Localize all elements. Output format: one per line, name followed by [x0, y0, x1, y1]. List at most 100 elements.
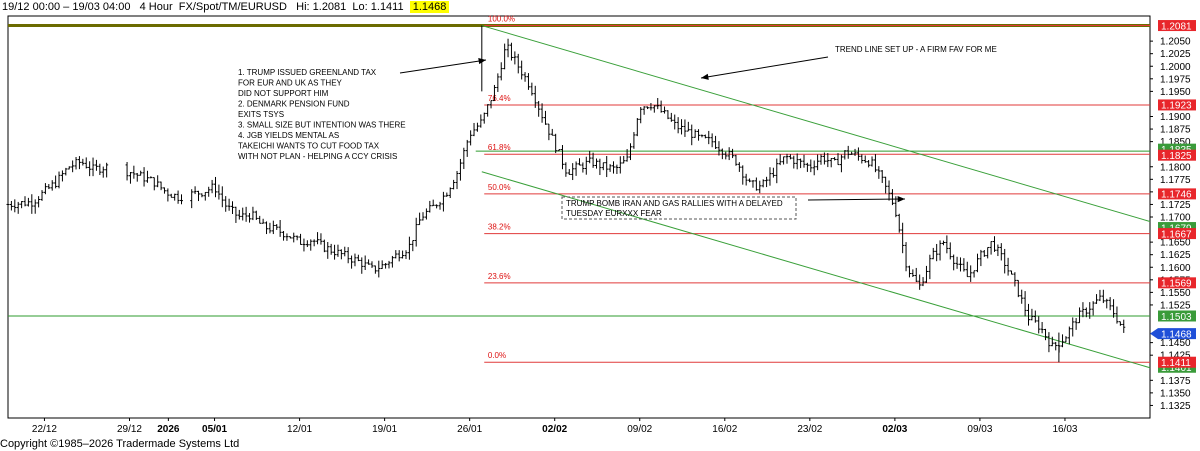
price-tag-label: 1.1468: [1161, 329, 1192, 340]
y-tick-label: 1.1375: [1160, 376, 1191, 387]
x-tick-label: 09/02: [627, 424, 652, 435]
x-tick-label: 19/01: [372, 424, 397, 435]
price-tag-label: 1.2081: [1161, 21, 1192, 32]
annotation-greenland-line: 1. TRUMP ISSUED GREENLAND TAX: [238, 68, 377, 77]
price-tag-box: [1158, 228, 1196, 240]
annotation-greenland-line: FOR EUR AND UK AS THEY: [238, 79, 343, 88]
header-lo: Lo: 1.1411: [352, 1, 404, 13]
price-tag-box: [1158, 222, 1196, 234]
fib-label: 76.4%: [488, 94, 511, 103]
y-tick-label: 1.2000: [1160, 62, 1191, 73]
y-tick-label: 1.1850: [1160, 137, 1191, 148]
annotation-iran-box: [561, 196, 797, 220]
price-tag-box: [1158, 188, 1196, 200]
x-tick-label: 12/01: [287, 424, 312, 435]
fib-label: 100.0%: [488, 15, 515, 24]
price-tag-label: 1.1825: [1161, 151, 1192, 162]
trend-channel: [481, 25, 1151, 369]
y-tick-label: 1.1550: [1160, 288, 1191, 299]
trend-line: [481, 25, 1151, 223]
price-tag-label: 1.1923: [1161, 101, 1192, 112]
price-tag-box: [1158, 99, 1196, 111]
x-tick-label: 16/03: [1052, 424, 1077, 435]
x-tick-label: 02/02: [542, 424, 567, 435]
fib-label: 50.0%: [488, 183, 511, 192]
price-tag-box: [1158, 356, 1196, 368]
price-tag-label: 1.1667: [1161, 229, 1192, 240]
y-tick-label: 1.2050: [1160, 37, 1191, 48]
y-tick-label: 1.1425: [1160, 351, 1191, 362]
x-tick-label: 22/12: [32, 424, 57, 435]
price-tag-box: [1158, 310, 1196, 322]
annotation-greenland-line: 4. JGB YIELDS MENTAL AS: [238, 131, 339, 140]
header-timeframe: 4 Hour: [139, 1, 173, 13]
price-tag-box: [1158, 277, 1196, 289]
price-tag-current: [1150, 328, 1196, 340]
chart-header: 19/12 00:00 – 19/03 04:00 4 Hour FX/Spot…: [2, 0, 450, 14]
price-tag-box: [1158, 143, 1196, 155]
annotation-greenland-line: WITH NOT PLAN - HELPING A CCY CRISIS: [238, 152, 397, 161]
y-tick-label: 1.1975: [1160, 74, 1191, 85]
x-tick-label: 23/02: [797, 424, 822, 435]
annotations: 1. TRUMP ISSUED GREENLAND TAX FOR EUR AND…: [238, 45, 997, 220]
header-range: 19/12 00:00 – 19/03 04:00: [2, 1, 131, 13]
annotation-arrow-trend-head: [701, 73, 709, 80]
price-bars: [6, 25, 1126, 363]
annotation-greenland-line: 3. SMALL SIZE BUT INTENTION WAS THERE: [238, 121, 406, 130]
y-tick-label: 1.1350: [1160, 388, 1191, 399]
y-tick-label: 1.1800: [1160, 162, 1191, 173]
y-tick-label: 1.2025: [1160, 49, 1191, 60]
header-hi: Hi: 1.2081: [296, 1, 347, 13]
annotation-arrow-iran: [807, 198, 906, 201]
header-last-price: 1.1468: [409, 1, 450, 13]
y-tick-label: 1.1450: [1160, 338, 1191, 349]
y-tick-label: 1.1950: [1160, 87, 1191, 98]
annotation-arrow-greenland-head: [478, 58, 486, 65]
y-tick-label: 1.1650: [1160, 238, 1191, 249]
fib-label: 0.0%: [488, 351, 506, 360]
x-axis: 22/12 29/12 2026 05/01 12/01 19/01 26/01 02/02 0…: [32, 418, 1078, 435]
price-tag-label: 1.1746: [1161, 190, 1192, 201]
price-tag-label: 1.1503: [1161, 312, 1192, 323]
y-tick-label: 1.1625: [1160, 250, 1191, 261]
price-tag-box: [1158, 20, 1196, 32]
x-tick-label: 05/01: [202, 424, 227, 435]
annotation-greenland-line: DID NOT SUPPORT HIM: [238, 89, 329, 98]
price-tag-label: 1.1411: [1161, 358, 1191, 369]
fib-label: 61.8%: [488, 143, 511, 152]
fibonacci-levels: 100.0% 76.4% 61.8% 50.0% 38.2% 23.6% 0.0%: [484, 15, 1150, 363]
x-tick-label: 02/03: [882, 424, 907, 435]
x-tick-label: 09/03: [967, 424, 992, 435]
y-tick-label: 1.1875: [1160, 125, 1191, 136]
y-tick-label: 1.1700: [1160, 213, 1191, 224]
y-tick-label: 1.1725: [1160, 200, 1191, 211]
annotation-greenland-line: TAKEICHI WANTS TO CUT FOOD TAX: [238, 142, 380, 151]
price-tags: 1.20811.19231.18351.18251.17461.16791.16…: [1150, 20, 1196, 374]
price-tag-label: 1.1401: [1161, 363, 1192, 374]
fib-label: 23.6%: [488, 272, 511, 281]
annotation-trend-note: TREND LINE SET UP - A FIRM FAV FOR ME: [835, 45, 997, 54]
copyright-footer: Copyright ©1985–2026 Tradermade Systems …: [0, 438, 240, 450]
x-tick-label: 2026: [157, 424, 180, 435]
y-tick-label: 1.1325: [1160, 401, 1191, 412]
annotation-arrow-iran-head: [897, 195, 905, 203]
x-tick-label: 29/12: [117, 424, 142, 435]
y-tick-label: 1.1900: [1160, 112, 1191, 123]
annotation-greenland-line: EXITS TSYS: [238, 110, 284, 119]
annotation-iran-line: TRUMP BOMB IRAN AND GAS RALLIES WITH A D…: [566, 199, 783, 208]
annotation-arrow-greenland: [399, 59, 487, 74]
y-tick-label: 1.1525: [1160, 300, 1191, 311]
annotation-arrow-trend: [700, 56, 829, 79]
x-tick-label: 26/01: [457, 424, 482, 435]
header-symbol: FX/Spot/TM/EURUSD: [178, 1, 287, 13]
x-tick-label: 16/02: [712, 424, 737, 435]
y-tick-label: 1.1775: [1160, 175, 1191, 186]
price-tag-box: [1158, 149, 1196, 161]
annotation-greenland-line: 2. DENMARK PENSION FUND: [238, 100, 350, 109]
price-tag-label: 1.1569: [1161, 279, 1192, 290]
trend-line: [481, 171, 1151, 369]
annotation-iran-line: TUESDAY EURXXX FEAR: [566, 209, 662, 218]
y-tick-label: 1.1600: [1160, 263, 1191, 274]
fib-label: 38.2%: [488, 223, 511, 232]
